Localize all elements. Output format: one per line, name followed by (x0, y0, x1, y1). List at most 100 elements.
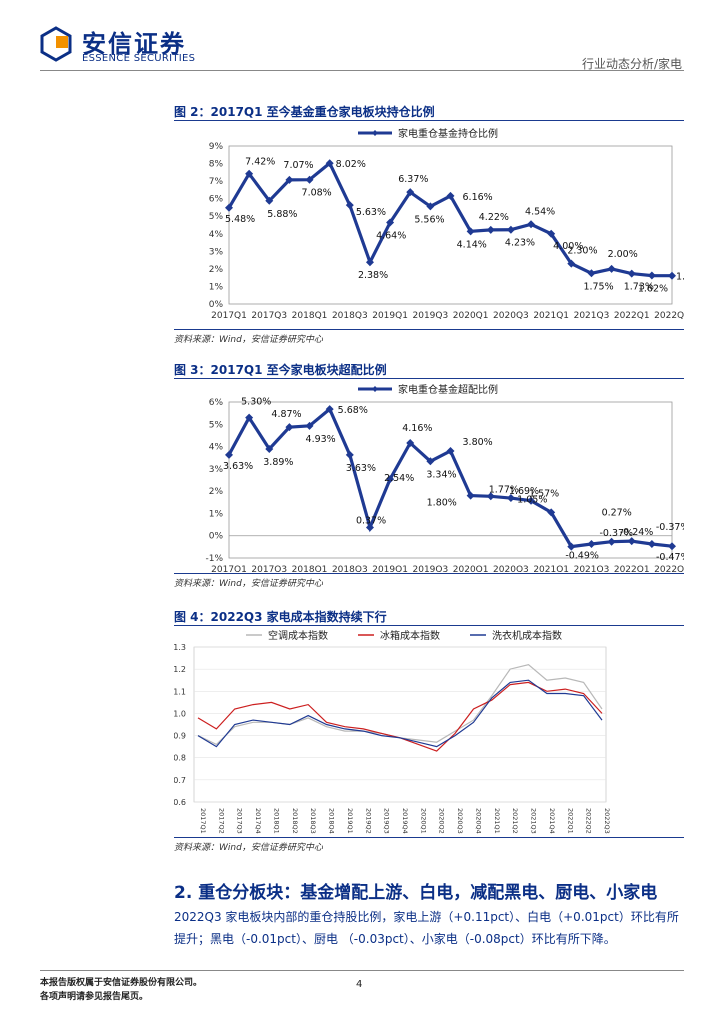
x-tick-label: 2018Q4 (328, 808, 336, 834)
figure-4-chart: 0.6 0.7 0.8 0.9 1.0 1.1 1.2 1.3 2017Q1 2017Q2 2017… (174, 629, 611, 834)
x-tick-label: 2019Q1 (372, 311, 408, 321)
figure-2-rule (174, 120, 684, 121)
data-label: 5.56% (414, 214, 444, 225)
series-line (197, 679, 603, 748)
data-label: 1.73% (624, 282, 654, 293)
x-tick-label: 2021Q2 (511, 808, 519, 834)
legend-label: 冰箱成本指数 (380, 629, 440, 642)
data-label: 4.16% (402, 423, 432, 434)
x-tick-label: 2017Q1 (211, 311, 247, 321)
x-tick-label: 2018Q1 (292, 311, 328, 321)
x-tick-label: 2017Q3 (251, 311, 287, 321)
data-label: 4.00% (553, 241, 583, 252)
data-point-marker (305, 175, 314, 184)
data-label: 3.34% (426, 469, 456, 480)
data-point-marker (527, 220, 536, 229)
data-label: 1.61% (676, 272, 684, 283)
plot-frame (193, 646, 607, 803)
page-header: 安信证券 ESSENCE SECURITIES 行业动态分析/家电 (0, 0, 724, 72)
x-tick-label: 2022Q1 (614, 311, 650, 321)
data-point-marker (587, 269, 596, 278)
data-label: 4.14% (457, 239, 487, 250)
x-tick-label: 2022Q1 (614, 565, 650, 572)
x-tick-label: 2020Q4 (474, 808, 482, 834)
data-label: 1.80% (427, 498, 457, 509)
figure-4-rule (174, 625, 684, 626)
data-label: 5.68% (338, 405, 368, 416)
data-point-marker (406, 188, 415, 197)
y-tick-label: 3% (209, 465, 224, 475)
data-point-marker (527, 496, 536, 505)
y-tick-label: 0.9 (174, 732, 186, 741)
data-label: 3.89% (263, 457, 293, 468)
footer-copyright: 本报告版权属于安信证券股份有限公司。 (40, 978, 203, 988)
data-point-marker (446, 447, 455, 456)
data-label: 1.62% (638, 284, 668, 295)
x-tick-label: 2020Q1 (453, 311, 489, 321)
section-body: 2022Q3 家电板块内部的重仓持股比例，家电上游（+0.11pct）、白电（+… (174, 910, 679, 946)
data-point-marker (345, 201, 354, 210)
data-label: -0.47% (656, 552, 684, 563)
data-point-marker (245, 413, 254, 422)
x-tick-label: 2021Q1 (493, 808, 501, 834)
data-label: 5.88% (267, 209, 297, 220)
y-tick-label: 5% (209, 212, 224, 222)
data-point-marker (265, 445, 274, 454)
data-point-marker (225, 203, 233, 212)
data-label: 7.07% (283, 160, 313, 171)
report-type: 行业动态分析/家电 (581, 57, 682, 71)
data-point-marker (225, 450, 233, 459)
x-tick-label: 2020Q1 (419, 808, 427, 834)
data-point-marker (668, 271, 676, 280)
data-label: 6.37% (398, 174, 428, 185)
data-label: 1.75% (583, 281, 613, 292)
data-label: 7.42% (245, 157, 275, 168)
data-point-marker (325, 405, 334, 414)
x-tick-label: 2017Q3 (251, 565, 287, 572)
x-tick-label: 2020Q3 (456, 808, 464, 834)
data-label: 4.22% (479, 212, 509, 223)
data-label: 4.93% (306, 434, 336, 445)
y-tick-label: 6% (209, 398, 224, 408)
data-point-marker (607, 537, 616, 546)
x-tick-label: 2020Q2 (438, 808, 446, 834)
data-label: 1.05% (517, 494, 547, 505)
y-tick-label: 4% (209, 443, 224, 453)
y-tick-label: 0% (209, 532, 224, 542)
x-tick-label: 2018Q1 (292, 565, 328, 572)
data-point-marker (305, 421, 314, 430)
header-divider (40, 70, 684, 71)
y-tick-label: 9% (209, 142, 224, 152)
data-point-marker (285, 175, 294, 184)
data-label: 2.30% (567, 246, 597, 257)
data-point-marker (647, 271, 656, 280)
x-tick-label: 2018Q3 (332, 565, 368, 572)
data-label: 3.63% (346, 463, 376, 474)
x-tick-label: 2017Q2 (217, 808, 225, 834)
plot-frame (228, 401, 673, 559)
y-tick-label: 8% (209, 160, 224, 170)
data-point-marker (547, 508, 556, 517)
y-tick-label: 0% (209, 300, 224, 310)
data-label: 0.37% (356, 515, 386, 526)
section-title: 2. 重仓分板块：基金增配上游、白电，减配黑电、厨电、小家电 (174, 883, 658, 903)
data-point-marker (345, 450, 354, 459)
y-tick-label: 7% (209, 177, 224, 187)
data-label: 4.54% (525, 206, 555, 217)
data-point-marker (627, 269, 636, 278)
data-label: 1.77% (489, 484, 519, 495)
data-label: 3.63% (223, 461, 253, 472)
y-tick-label: 1.1 (174, 687, 186, 696)
data-point-marker (466, 227, 475, 236)
data-point-marker (567, 542, 576, 551)
data-point-marker (627, 537, 636, 546)
data-point-marker (506, 494, 515, 503)
y-tick-label: 1.0 (174, 709, 186, 718)
y-tick-label: 6% (209, 195, 224, 205)
x-tick-label: 2018Q2 (291, 808, 299, 834)
legend-marker-swatch (372, 130, 378, 136)
data-label: -0.49% (565, 551, 599, 562)
x-tick-label: 2017Q1 (199, 808, 207, 834)
legend-marker-swatch (372, 386, 378, 392)
data-label: 6.16% (463, 192, 493, 203)
